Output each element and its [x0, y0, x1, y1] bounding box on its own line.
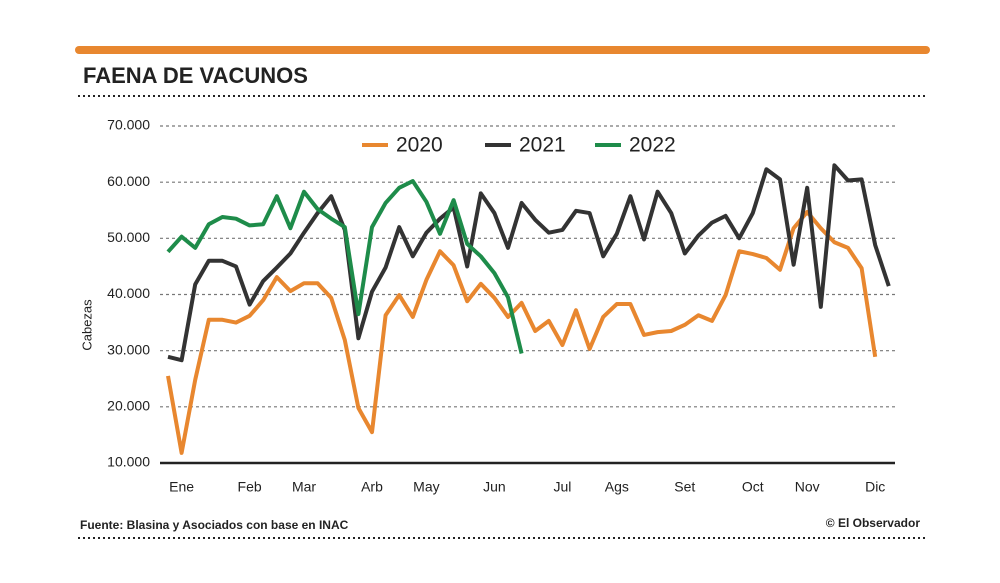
- line-series: [167, 163, 891, 363]
- y-tick-label: 40.000: [107, 285, 150, 301]
- x-tick-label: Jul: [553, 479, 571, 495]
- y-tick-label: 60.000: [107, 173, 150, 189]
- source: Fuente: Blasina y Asociados con base en …: [80, 518, 349, 532]
- x-tick-label: Jun: [483, 479, 506, 495]
- x-tick-label: Ags: [605, 479, 629, 495]
- y-tick-label: 30.000: [107, 341, 150, 357]
- x-tick-label: Dic: [865, 479, 885, 495]
- x-tick-label: Set: [674, 479, 695, 495]
- x-tick-label: Mar: [292, 479, 316, 495]
- legend-label: 2021: [519, 134, 566, 157]
- x-tick-label: Arb: [361, 479, 383, 495]
- y-tick-label: 20.000: [107, 398, 150, 414]
- line-series: [166, 209, 878, 455]
- x-tick-label: Nov: [795, 479, 820, 495]
- chart-title: FAENA DE VACUNOS: [83, 63, 308, 88]
- line-series: [166, 179, 524, 354]
- credit: © El Observador: [826, 516, 921, 530]
- y-axis-label: Cabezas: [79, 299, 94, 351]
- y-tick-label: 10.000: [107, 454, 150, 470]
- legend-label: 2022: [629, 134, 676, 157]
- x-tick-label: May: [413, 479, 439, 495]
- y-tick-label: 70.000: [107, 117, 150, 133]
- y-tick-label: 50.000: [107, 229, 150, 245]
- top-bar: [75, 46, 930, 54]
- x-tick-label: Feb: [238, 479, 262, 495]
- x-tick-label: Ene: [169, 479, 194, 495]
- x-tick-label: Oct: [742, 479, 764, 495]
- legend-label: 2020: [396, 134, 443, 157]
